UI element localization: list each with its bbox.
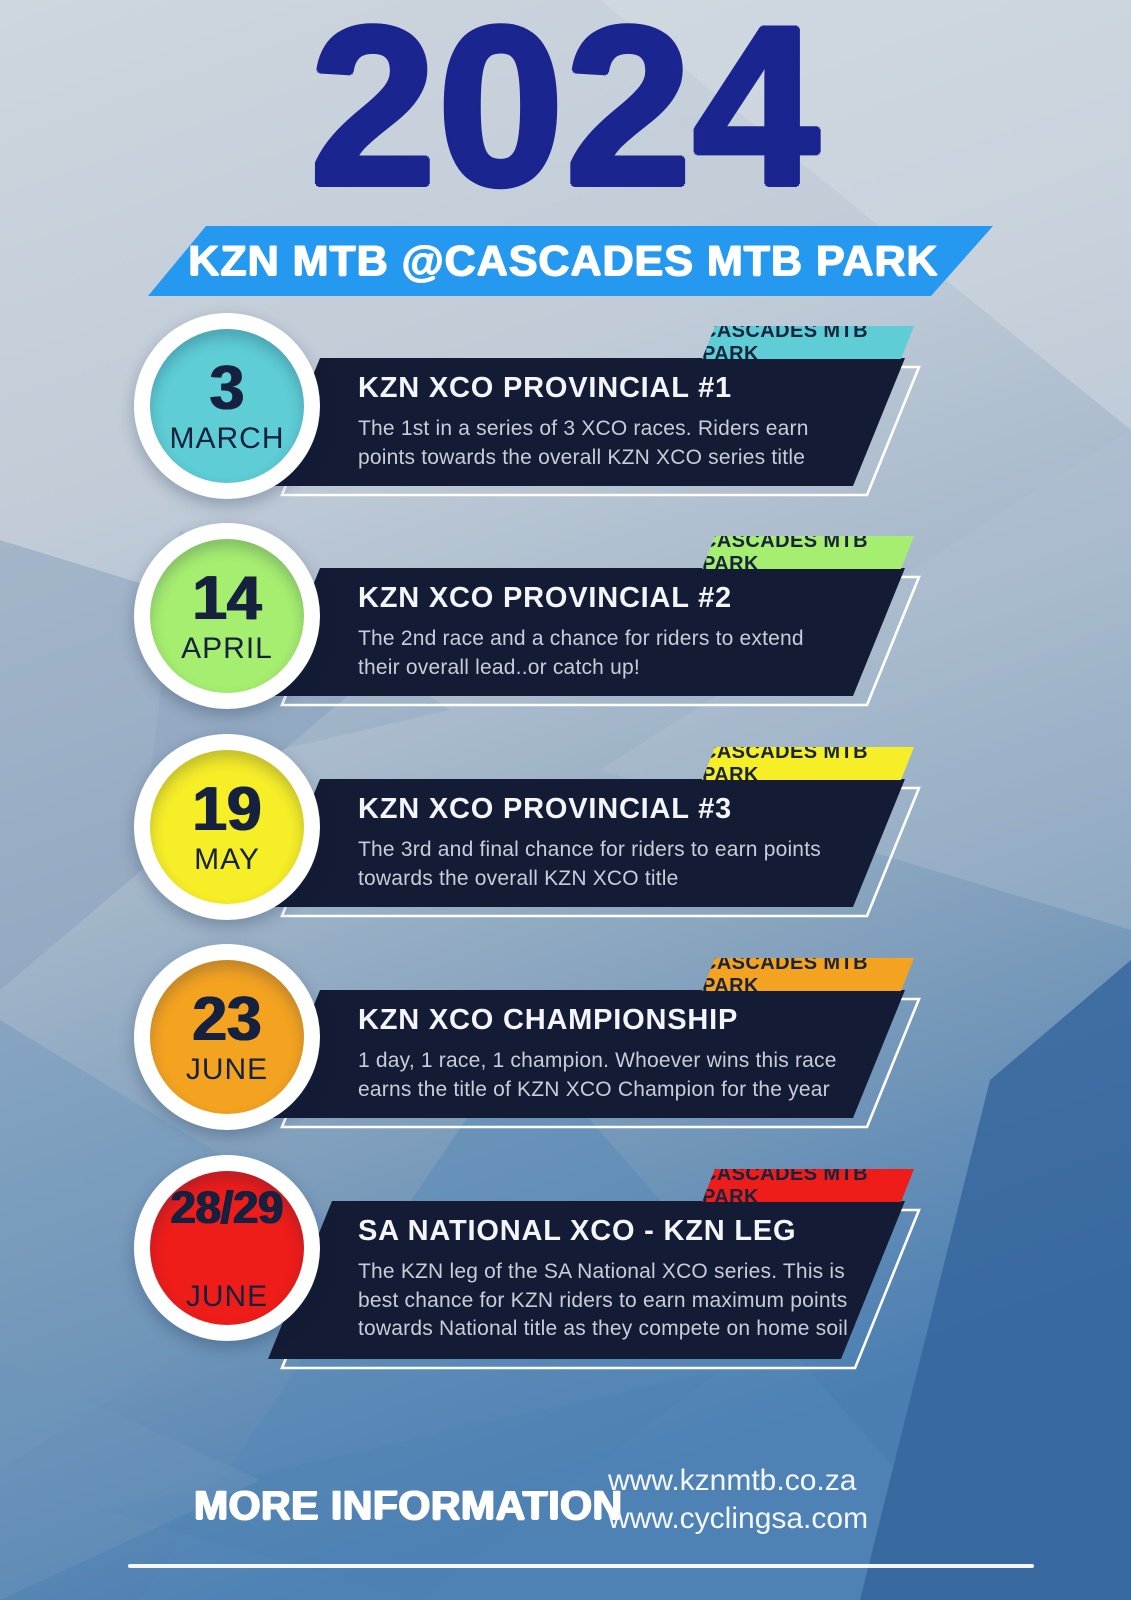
more-information-label: MORE INFORMATION [194,1482,623,1528]
date-badge-disc: 23 JUNE [150,960,304,1114]
date-badge: 28/29 JUNE [134,1155,320,1341]
event-copy: SA NATIONAL XCO - KZN LEG The KZN leg of… [358,1215,850,1344]
event-day: 19 [192,775,262,844]
year-title: 2024 [310,0,821,232]
event-description: The KZN leg of the SA National XCO serie… [358,1260,848,1341]
venue-tag: CASCADES MTB PARK [702,1169,914,1202]
event-description: The 1st in a series of 3 XCO races. Ride… [358,417,809,469]
venue-tag: CASCADES MTB PARK [702,747,914,780]
event-copy: KZN XCO PROVINCIAL #3 The 3rd and final … [358,793,850,893]
event-copy: KZN XCO PROVINCIAL #2 The 2nd race and a… [358,582,850,682]
event-description: The 2nd race and a chance for riders to … [358,627,804,679]
venue-tag-label: CASCADES MTB PARK [702,1162,868,1208]
date-badge: 3 MARCH [134,313,320,499]
event-title: SA NATIONAL XCO - KZN LEG [358,1215,797,1247]
date-badge: 14 APRIL [134,523,320,709]
event-description: The 3rd and final chance for riders to e… [358,838,821,890]
date-badge-disc: 28/29 JUNE [150,1171,304,1325]
footer-url-kznmtb: www.kznmtb.co.za [608,1464,857,1497]
date-badge-disc: 19 MAY [150,750,304,904]
event-description: 1 day, 1 race, 1 champion. Whoever wins … [358,1049,837,1101]
footer-divider [128,1564,1034,1568]
event-copy: KZN XCO PROVINCIAL #1 The 1st in a serie… [358,372,850,472]
event-month: JUNE [185,1279,269,1313]
event-month: JUNE [185,1053,269,1086]
venue-tag: CASCADES MTB PARK [702,326,914,359]
event-title: KZN XCO PROVINCIAL #2 [358,582,732,614]
event-day: 28/29 [170,1181,284,1233]
event-month: MAY [194,843,260,876]
event-month: MARCH [169,422,285,455]
event-title: KZN XCO PROVINCIAL #1 [358,372,732,404]
venue-tag-label: CASCADES MTB PARK [702,319,868,365]
venue-tag: CASCADES MTB PARK [702,958,914,991]
date-badge-disc: 3 MARCH [150,329,304,483]
venue-tag-label: CASCADES MTB PARK [702,951,868,997]
event-title: KZN XCO CHAMPIONSHIP [358,1004,739,1036]
footer-urls: www.kznmtb.co.za www.cyclingsa.com [608,1462,868,1538]
footer-url-cyclingsa: www.cyclingsa.com [608,1502,869,1535]
event-day: 14 [192,564,262,633]
series-banner: KZN MTB @CASCADES MTB PARK [148,226,993,296]
date-badge: 23 JUNE [134,944,320,1130]
series-banner-label: KZN MTB @CASCADES MTB PARK [188,236,939,285]
venue-tag-label: CASCADES MTB PARK [702,529,868,575]
event-copy: KZN XCO CHAMPIONSHIP 1 day, 1 race, 1 ch… [358,1004,850,1104]
event-day: 3 [209,354,245,423]
event-day: 23 [192,985,262,1054]
venue-tag-label: CASCADES MTB PARK [702,740,868,786]
event-title: KZN XCO PROVINCIAL #3 [358,793,732,825]
venue-tag: CASCADES MTB PARK [702,536,914,569]
event-month: APRIL [181,632,273,665]
date-badge-disc: 14 APRIL [150,539,304,693]
event-plate [268,1201,921,1370]
date-badge: 19 MAY [134,734,320,920]
